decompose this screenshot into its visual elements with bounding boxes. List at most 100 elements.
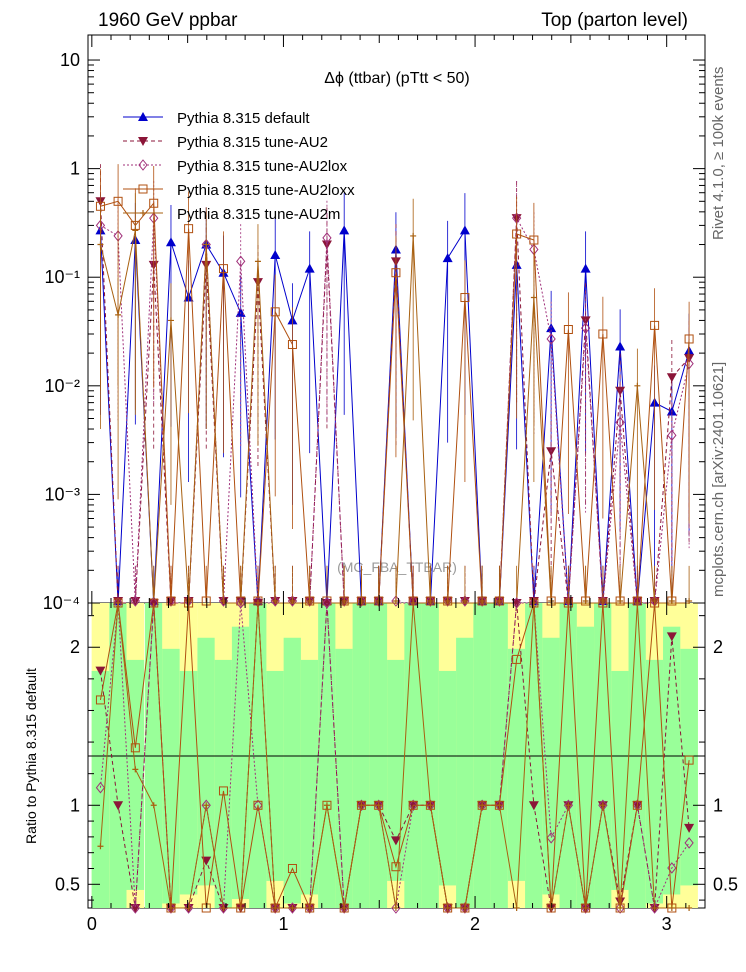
data-point: [615, 386, 626, 396]
series-5: [97, 193, 693, 604]
legend-marker: [138, 112, 148, 121]
ratio-series-layer: [95, 597, 695, 914]
data-point: [667, 429, 677, 442]
ratio-point: [668, 905, 675, 911]
ratio-point: [684, 823, 695, 833]
data-point: [97, 241, 104, 248]
ratio-point: [460, 902, 470, 914]
ratio-point: [183, 902, 194, 914]
ratio-point: [358, 802, 365, 809]
data-point: [580, 316, 591, 326]
ratio-point: [130, 743, 140, 753]
ratio-point: [427, 802, 434, 809]
chart-title: Δϕ (ttbar) (pTtt < 50): [324, 70, 469, 87]
series-4: [95, 164, 694, 606]
data-point: [443, 595, 453, 607]
ratio-band-green: [542, 637, 560, 895]
data-point: [322, 232, 332, 244]
series-2: [95, 164, 695, 606]
ratio-point: [615, 902, 625, 914]
x-tick-label: 0: [87, 914, 97, 934]
x-axis: 0 1 2 3: [87, 35, 687, 934]
ratio-point: [130, 902, 140, 914]
data-point: [130, 595, 140, 607]
ratio-point: [95, 666, 106, 676]
data-point: [289, 598, 296, 604]
data-point: [563, 325, 573, 335]
ratio-point: [632, 800, 642, 810]
ratio-tick-label-right: 1: [713, 795, 723, 815]
ratio-point: [115, 600, 122, 606]
ratio-series-5: [97, 600, 693, 911]
ratio-point: [563, 598, 573, 608]
ratio-point: [512, 597, 522, 609]
data-point: [203, 241, 210, 248]
data-point: [165, 237, 176, 247]
data-point: [634, 382, 641, 389]
ratio-point: [684, 755, 694, 765]
x-tick-label: 1: [278, 914, 288, 934]
data-point: [410, 232, 417, 239]
data-point: [132, 227, 139, 234]
legend-label: Pythia 8.315 default: [177, 110, 310, 127]
ratio-point: [391, 862, 401, 872]
data-point: [166, 596, 176, 606]
ratio-point: [563, 799, 574, 812]
ratio-point: [184, 598, 194, 608]
ratio-point: [201, 903, 211, 913]
ratio-band-green: [231, 626, 250, 899]
ratio-point: [270, 902, 280, 914]
data-point: [236, 255, 246, 268]
ratio-point: [287, 902, 298, 914]
y-tick-label: 10⁻¹: [44, 267, 80, 287]
legend-label: Pythia 8.315 tune-AU2: [177, 134, 328, 151]
data-point: [442, 253, 453, 263]
ratio-point: [201, 799, 211, 812]
ratio-tick-label: 1: [70, 795, 80, 815]
ratio-point: [684, 837, 694, 849]
ratio-point: [513, 905, 520, 911]
ratio-point: [496, 802, 503, 809]
ratio-point: [650, 598, 660, 608]
ratio-point: [305, 902, 315, 914]
ratio-point: [651, 905, 658, 911]
ratio-band-green: [179, 670, 198, 895]
ratio-point: [113, 801, 124, 811]
ratio-point: [272, 905, 279, 911]
ratio-point: [548, 905, 555, 911]
data-point: [477, 595, 487, 607]
data-point: [686, 598, 693, 604]
data-point: [272, 598, 279, 604]
ratio-point: [461, 905, 468, 911]
ratio-band-green: [680, 648, 698, 886]
ratio-point: [322, 800, 332, 810]
data-point: [580, 322, 591, 334]
data-point: [615, 416, 625, 429]
ratio-band-green: [576, 626, 595, 908]
ratio-point: [236, 597, 246, 609]
y-tick-label: 10⁻⁴: [43, 593, 80, 613]
ratio-point: [289, 905, 296, 911]
data-point: [548, 598, 555, 604]
ratio-point: [565, 802, 572, 809]
ratio-band-green: [438, 670, 457, 886]
legend: Pythia 8.315 default Pythia 8.315 tune-AU…: [123, 110, 355, 223]
ratio-band-green: [214, 659, 233, 908]
data-point: [356, 595, 367, 607]
ratio-point: [512, 654, 522, 664]
ratio-point: [528, 801, 539, 811]
mcplots-label: mcplots.cern.ch [arXiv:2401.10621]: [710, 362, 727, 597]
y-tick-label: 10: [60, 50, 80, 70]
y-tick-label: 10⁻²: [44, 376, 80, 396]
data-point: [115, 311, 122, 318]
data-point: [149, 198, 159, 208]
ratio-point: [203, 802, 210, 809]
ratio-point: [374, 799, 384, 812]
data-point: [512, 229, 522, 239]
ratio-point: [598, 799, 608, 812]
ratio-band-green: [645, 659, 664, 904]
ratio-point: [95, 695, 105, 705]
data-point: [374, 595, 384, 607]
ratio-band-green: [387, 659, 405, 881]
ratio-point: [444, 905, 451, 911]
